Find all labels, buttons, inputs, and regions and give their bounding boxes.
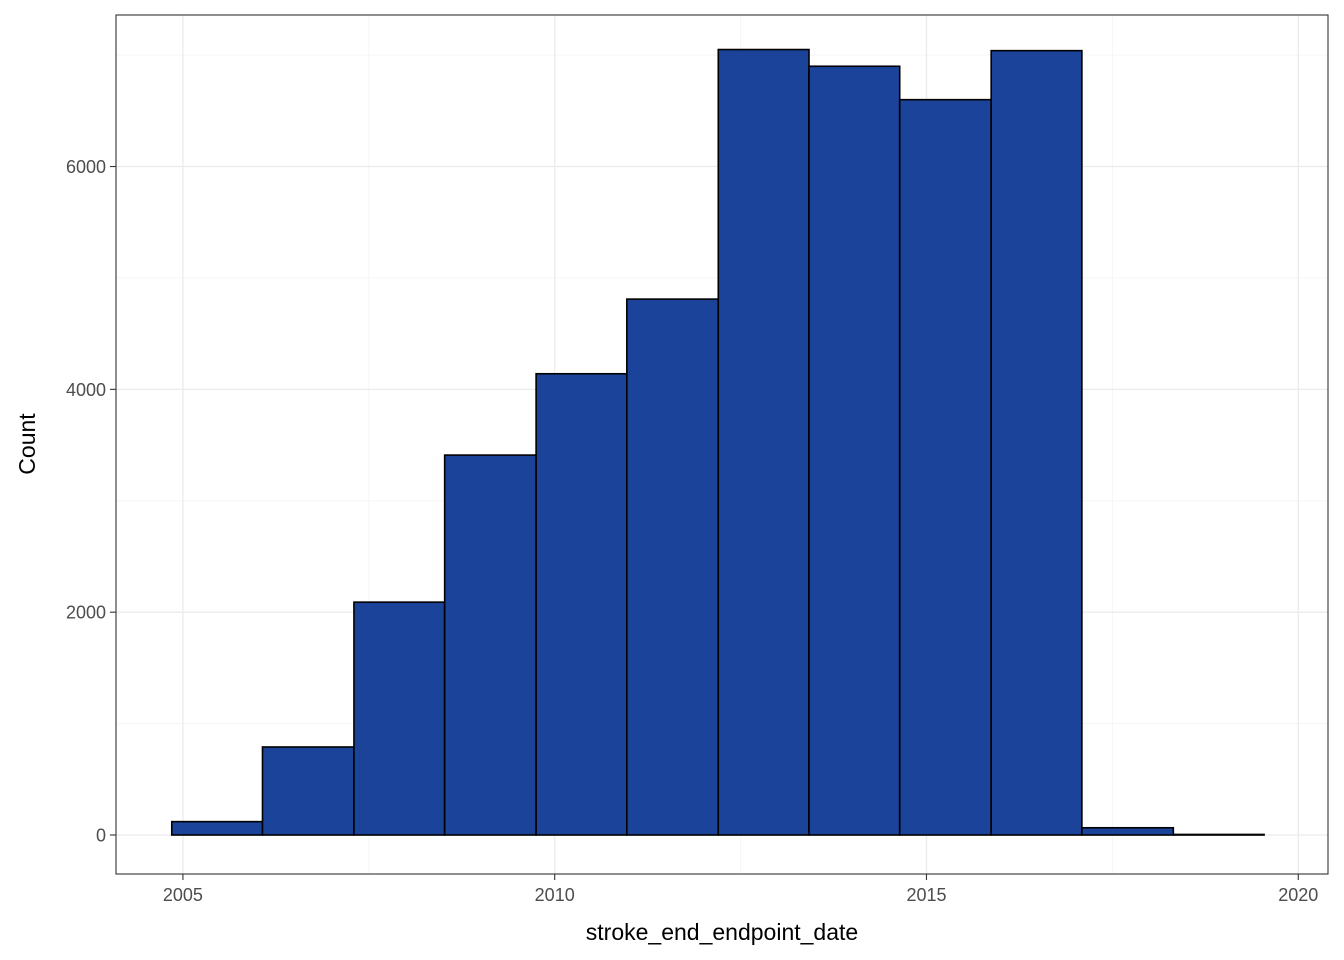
x-tick-label: 2005 xyxy=(163,885,203,905)
histogram-bar xyxy=(808,65,901,836)
panel-border xyxy=(115,14,1329,875)
x-tick-label: 2010 xyxy=(535,885,575,905)
axis-ticks xyxy=(110,165,1299,880)
y-axis-title: Count xyxy=(14,413,40,475)
y-tick-label: 6000 xyxy=(66,157,106,177)
y-tick-label: 0 xyxy=(96,826,106,846)
x-axis-title: stroke_end_endpoint_date xyxy=(586,919,858,945)
y-tick-label: 2000 xyxy=(66,603,106,623)
histogram-bar xyxy=(898,98,992,836)
histogram-bar xyxy=(170,820,264,836)
histogram-bar xyxy=(626,298,720,836)
histogram-bar xyxy=(535,372,628,836)
y-tick-label: 4000 xyxy=(66,380,106,400)
histogram-bar xyxy=(1081,826,1175,836)
histogram-bar xyxy=(353,601,446,836)
histogram-bar xyxy=(990,49,1083,836)
histogram-bars xyxy=(170,48,1265,836)
histogram-bar xyxy=(1172,833,1265,836)
x-tick-label: 2020 xyxy=(1278,885,1318,905)
x-tick-label: 2015 xyxy=(906,885,946,905)
histogram-bar xyxy=(443,454,537,836)
tick-labels: 2005 2010 2015 2020 0 2000 4000 6000 xyxy=(66,157,1318,905)
histogram-bar xyxy=(717,48,810,836)
histogram-bar xyxy=(261,746,355,836)
